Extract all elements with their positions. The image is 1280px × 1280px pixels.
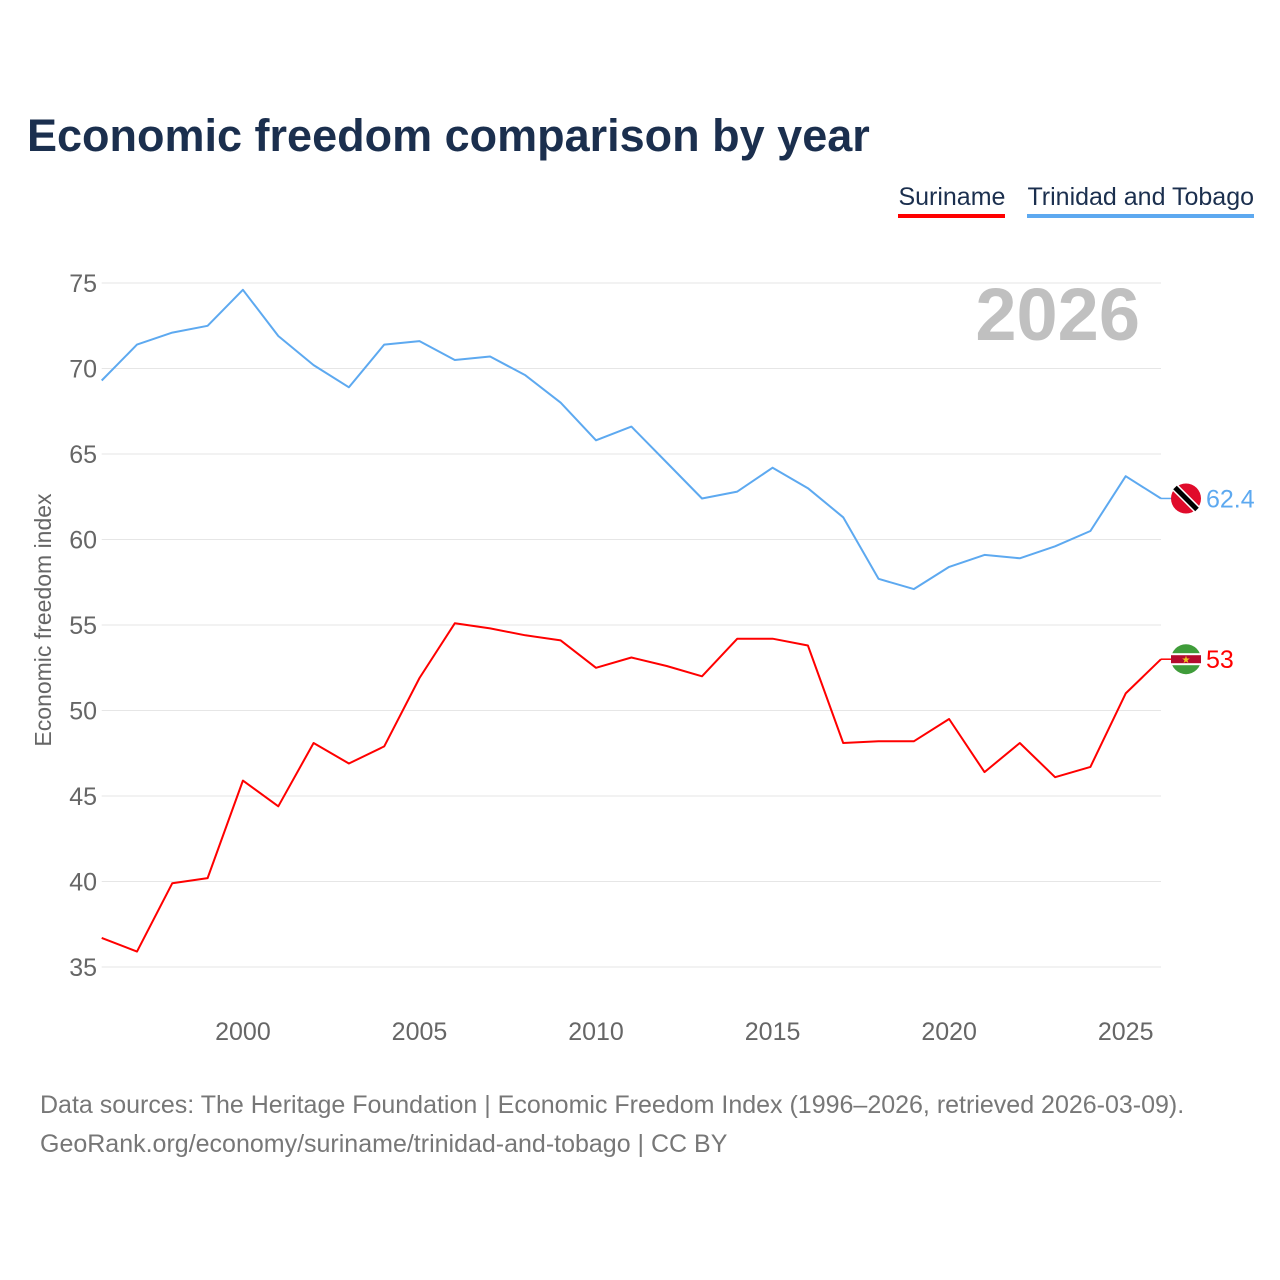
- y-tick-label: 65: [69, 441, 97, 469]
- flag-stripe: [1173, 485, 1199, 512]
- footer: Data sources: The Heritage Foundation | …: [40, 1086, 1184, 1164]
- chart-title: Economic freedom comparison by year: [27, 110, 870, 161]
- flag-stripe: [1171, 655, 1201, 664]
- end-value-label: 53: [1206, 646, 1234, 674]
- series-line-trinidad-and-tobago: [100, 288, 1162, 591]
- x-tick-label: 2015: [745, 1018, 801, 1046]
- x-tick-label: 2000: [215, 1018, 271, 1046]
- y-tick-label: 35: [69, 954, 97, 982]
- end-value-label: 62.4: [1206, 485, 1255, 513]
- y-tick-label: 60: [69, 527, 97, 555]
- x-tick-label: 2010: [568, 1018, 624, 1046]
- flag-star: ★: [1182, 655, 1191, 666]
- legend-trinidad-and-tobago[interactable]: Trinidad and Tobago: [1027, 183, 1254, 218]
- y-tick-label: 70: [69, 356, 97, 384]
- y-axis-label: Economic freedom index: [30, 493, 56, 747]
- footer-link[interactable]: GeoRank.org/economy/suriname/trinidad-an…: [40, 1130, 728, 1158]
- legend: Suriname Trinidad and Tobago: [898, 183, 1254, 218]
- y-tick-label: 40: [69, 869, 97, 897]
- x-tick-label: 2025: [1098, 1018, 1154, 1046]
- y-tick-label: 75: [69, 270, 97, 298]
- x-tick-label: 2005: [392, 1018, 448, 1046]
- y-tick-label: 50: [69, 698, 97, 726]
- x-tick-label: 2020: [921, 1018, 977, 1046]
- y-tick-label: 45: [69, 783, 97, 811]
- series-line-suriname: [101, 622, 1162, 953]
- y-tick-label: 55: [69, 612, 97, 640]
- footer-sources: Data sources: The Heritage Foundation | …: [40, 1091, 1185, 1119]
- year-watermark: 2026: [975, 273, 1140, 356]
- legend-suriname[interactable]: Suriname: [898, 183, 1006, 218]
